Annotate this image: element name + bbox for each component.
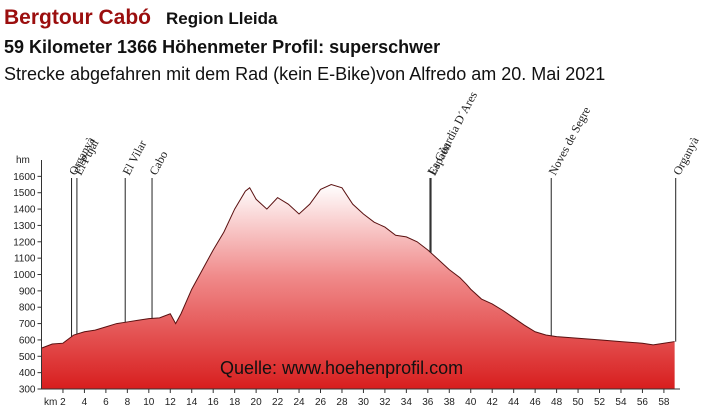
x-tick-label: 34	[401, 397, 413, 408]
x-tick-label: 28	[336, 397, 348, 408]
x-tick-label: 42	[487, 397, 499, 408]
area-fill	[41, 184, 675, 389]
x-tick-label: 52	[594, 397, 606, 408]
x-tick-label: 46	[530, 397, 542, 408]
x-tick-label: 20	[251, 397, 263, 408]
y-tick-label: 1100	[14, 254, 36, 265]
subtitle: Region Lleida	[166, 9, 278, 28]
y-tick-label: 1200	[13, 237, 36, 248]
waypoint-label: El Vilar	[119, 138, 149, 178]
x-tick-label: 2	[60, 397, 66, 408]
x-tick-label: 22	[272, 397, 284, 408]
waypoint-label: Noves de Segre	[546, 104, 594, 177]
source: Quelle: www.hoehenprofil.com	[220, 358, 463, 378]
x-tick-label: 44	[508, 397, 520, 408]
x-tick-label: 54	[615, 397, 627, 408]
y-tick-label: 1500	[13, 188, 36, 199]
profile-line	[41, 184, 675, 349]
y-tick-label: 400	[19, 368, 36, 379]
x-tick-label: 40	[465, 397, 477, 408]
waypoint-label: Cabo	[146, 148, 170, 177]
x-tick-label: 16	[208, 397, 220, 408]
x-tick-label: 6	[103, 397, 109, 408]
y-tick-label: 700	[19, 319, 36, 330]
y-tick-label: 300	[19, 385, 36, 396]
y-tick-label: 1600	[13, 172, 36, 183]
x-tick-label: 8	[125, 397, 131, 408]
x-tick-label: 50	[572, 397, 584, 408]
x-tick-label: 4	[82, 397, 88, 408]
x-tick-label: 14	[186, 397, 198, 408]
x-tick-label: 32	[379, 397, 391, 408]
x-tick-label: 58	[658, 397, 670, 408]
x-tick-label: 56	[637, 397, 649, 408]
y-tick-label: 1000	[13, 270, 36, 281]
x-axis-label: km	[44, 397, 57, 408]
y-tick-label: 900	[19, 286, 36, 297]
x-tick-label: 18	[229, 397, 241, 408]
chart-title: Bergtour Cabó	[4, 6, 151, 29]
description: Strecke abgefahren mit dem Rad (kein E-B…	[4, 64, 605, 84]
x-tick-label: 30	[358, 397, 370, 408]
x-tick-label: 12	[165, 397, 177, 408]
y-tick-label: 1400	[13, 205, 36, 216]
x-tick-label: 38	[444, 397, 456, 408]
x-tick-label: 10	[143, 397, 155, 408]
y-tick-label: 600	[19, 335, 36, 346]
info: 59 Kilometer 1366 Höhenmeter Profil: sup…	[4, 37, 440, 57]
x-tick-label: 36	[422, 397, 434, 408]
x-tick-label: 48	[551, 397, 563, 408]
x-tick-label: 24	[293, 397, 305, 408]
y-tick-label: 500	[19, 352, 36, 363]
waypoint-label: Organyà	[670, 134, 702, 177]
y-axis-label: hm	[16, 155, 30, 166]
y-tick-label: 1300	[13, 221, 36, 232]
x-tick-label: 26	[315, 397, 327, 408]
y-tick-label: 800	[19, 303, 36, 314]
